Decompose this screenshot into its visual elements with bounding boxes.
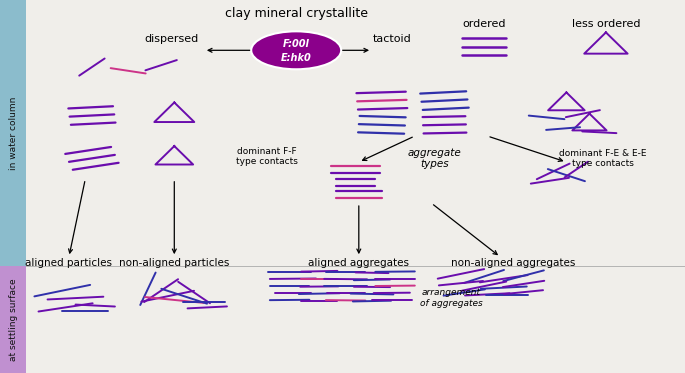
Text: ordered: ordered (462, 19, 506, 29)
Text: tactoid: tactoid (373, 34, 411, 44)
Text: at settling surface: at settling surface (8, 278, 18, 361)
Text: aligned aggregates: aligned aggregates (308, 258, 410, 268)
Text: less ordered: less ordered (572, 19, 640, 29)
Text: dominant F-F
type contacts: dominant F-F type contacts (236, 147, 297, 166)
Text: clay mineral crystallite: clay mineral crystallite (225, 7, 368, 19)
Text: non-aligned particles: non-aligned particles (119, 258, 229, 268)
Text: dominant F-E & E-E
type contacts: dominant F-E & E-E type contacts (559, 149, 647, 168)
Text: arrangement
of aggregates: arrangement of aggregates (420, 288, 482, 308)
Text: F:00l: F:00l (283, 38, 310, 48)
Bar (0, 266, 26, 373)
Text: non-aligned aggregates: non-aligned aggregates (451, 258, 576, 268)
Text: aggregate
types: aggregate types (408, 148, 462, 169)
Text: E:hk0: E:hk0 (281, 53, 312, 63)
Text: dispersed: dispersed (144, 34, 198, 44)
Text: in water column: in water column (8, 97, 18, 170)
Bar (0, 0, 26, 266)
Text: aligned particles: aligned particles (25, 258, 112, 268)
Ellipse shape (251, 31, 341, 69)
